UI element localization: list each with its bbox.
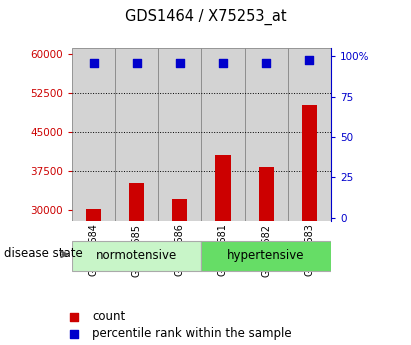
- Bar: [302, 105, 317, 221]
- Text: percentile rank within the sample: percentile rank within the sample: [92, 327, 292, 341]
- Text: hypertensive: hypertensive: [227, 249, 305, 262]
- Bar: [259, 167, 274, 221]
- FancyBboxPatch shape: [72, 241, 201, 271]
- Text: count: count: [92, 310, 126, 323]
- Bar: [72, 48, 115, 221]
- Bar: [172, 199, 187, 221]
- Text: GDS1464 / X75253_at: GDS1464 / X75253_at: [125, 9, 286, 25]
- Bar: [86, 209, 101, 221]
- Bar: [201, 48, 245, 221]
- Point: [219, 60, 226, 66]
- Point: [263, 60, 269, 66]
- Bar: [288, 48, 331, 221]
- Bar: [215, 156, 231, 221]
- Point: [71, 314, 77, 319]
- Bar: [115, 48, 158, 221]
- Point: [306, 57, 312, 62]
- Point: [71, 331, 77, 337]
- Point: [176, 60, 183, 66]
- Bar: [245, 48, 288, 221]
- Point: [90, 60, 97, 66]
- FancyBboxPatch shape: [201, 241, 331, 271]
- Text: normotensive: normotensive: [96, 249, 177, 262]
- Point: [133, 60, 140, 66]
- Bar: [158, 48, 201, 221]
- Text: disease state: disease state: [4, 247, 83, 260]
- Bar: [129, 183, 144, 221]
